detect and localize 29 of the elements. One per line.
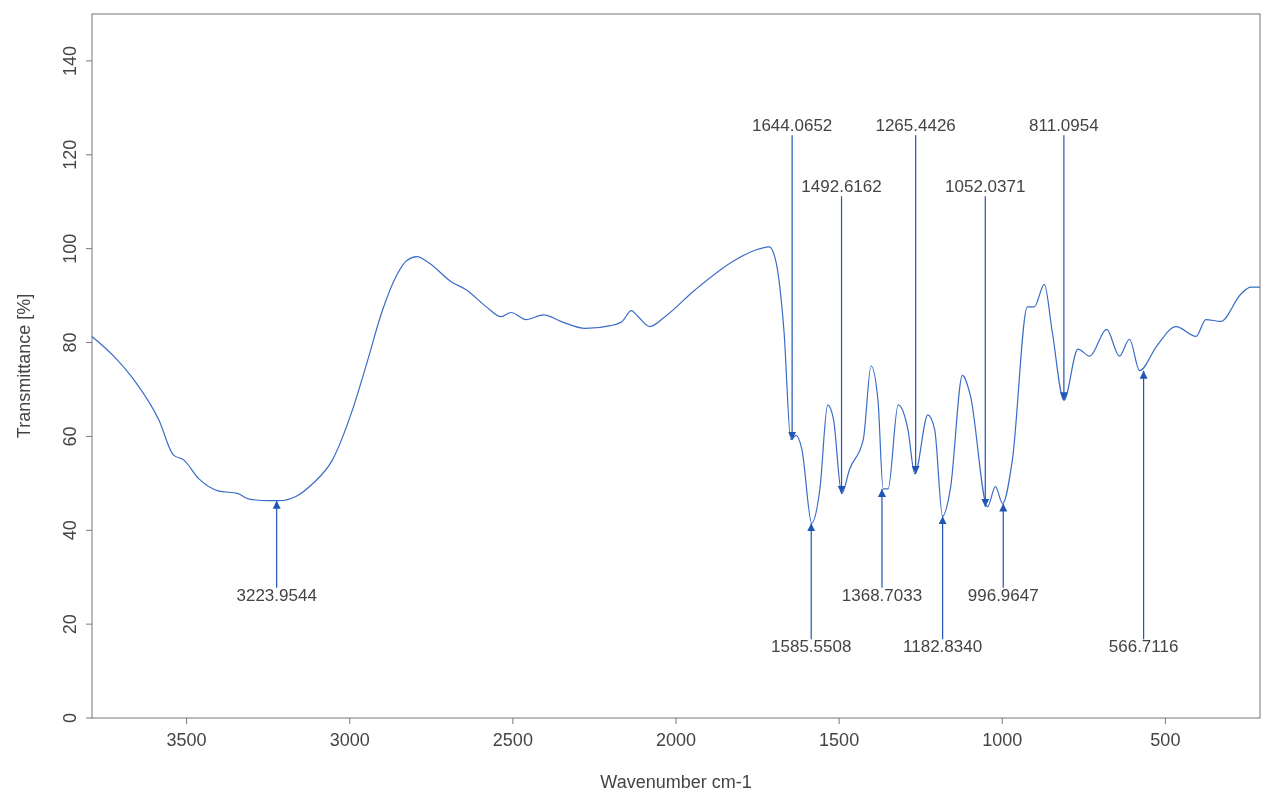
y-tick-label: 100	[60, 233, 80, 264]
y-tick-label: 20	[60, 614, 80, 635]
y-tick-label: 60	[60, 426, 80, 447]
annotation: 1492.6162	[801, 177, 882, 197]
y-tick-label: 80	[60, 332, 80, 353]
x-tick-label: 1000	[982, 730, 1023, 750]
annotation: 811.0954	[1029, 116, 1099, 136]
y-tick-label: 140	[60, 45, 80, 76]
x-axis-title: Wavenumber cm-1	[600, 772, 752, 792]
annotation: 1182.8340	[903, 637, 983, 657]
annotation: 996.9647	[967, 585, 1039, 605]
line-series	[91, 246, 1261, 524]
annotation: 1265.4426	[875, 116, 956, 136]
x-tick-label: 3500	[166, 730, 207, 750]
x-tick-label: 3000	[329, 730, 370, 750]
annotation: 1368.7033	[841, 585, 923, 605]
x-tick-label: 2000	[655, 730, 697, 750]
annotation: 1644.0652	[751, 116, 833, 136]
annotation: 3223.9544	[236, 585, 317, 605]
x-tick-label: 500	[1150, 730, 1181, 750]
y-tick-label: 0	[60, 712, 80, 724]
y-tick-label: 40	[60, 520, 80, 541]
annotation: 566.7116	[1108, 637, 1179, 657]
annotation: 1585.5508	[771, 637, 852, 657]
y-tick-label: 120	[60, 139, 80, 170]
annotation: 1052.0371	[945, 177, 1026, 197]
y-axis-title: Transmittance [%]	[14, 293, 34, 439]
x-tick-label: 2500	[492, 730, 533, 750]
x-tick-label: 1500	[819, 730, 860, 750]
